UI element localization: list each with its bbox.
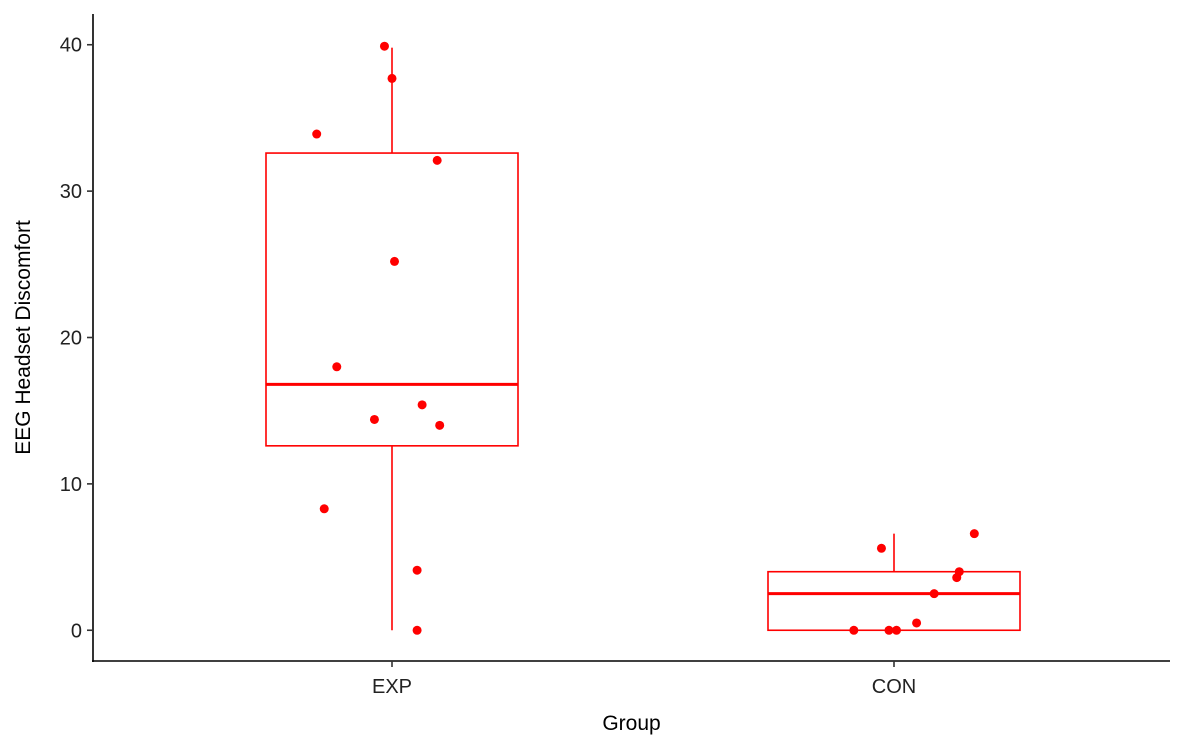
y-tick-label: 30 — [60, 181, 82, 203]
data-point — [912, 618, 922, 628]
x-tick-label: EXP — [372, 676, 412, 698]
y-tick-label: 10 — [60, 474, 82, 496]
data-point — [929, 589, 939, 599]
data-point — [412, 565, 422, 575]
x-axis-title: Group — [602, 712, 660, 735]
x-tick-label: CON — [872, 676, 916, 698]
data-point — [387, 73, 397, 83]
data-point — [892, 625, 902, 635]
data-point — [952, 573, 962, 583]
box-iqr — [767, 570, 1021, 632]
data-point — [969, 529, 979, 539]
data-point — [332, 362, 342, 372]
data-point — [432, 155, 442, 165]
y-tick-label: 40 — [60, 35, 82, 57]
data-point — [884, 625, 894, 635]
box-layer — [265, 47, 1021, 632]
data-point — [312, 129, 322, 139]
data-point — [876, 543, 886, 553]
data-point — [417, 400, 427, 410]
box-exp — [265, 47, 519, 631]
box-iqr — [265, 152, 519, 447]
y-tick-label: 20 — [60, 328, 82, 350]
axes-layer: 0 10 20 30 40 EXP CON — [60, 14, 1170, 698]
data-point — [369, 414, 379, 424]
y-axis-title: EEG Headset Discomfort — [12, 220, 35, 455]
data-point — [435, 420, 445, 430]
data-point — [849, 625, 859, 635]
box-con — [767, 533, 1021, 632]
point-layer — [312, 41, 979, 635]
data-point — [390, 256, 400, 266]
data-point — [412, 625, 422, 635]
data-point — [319, 504, 329, 514]
data-point — [379, 41, 389, 51]
y-tick-label: 0 — [71, 620, 82, 642]
